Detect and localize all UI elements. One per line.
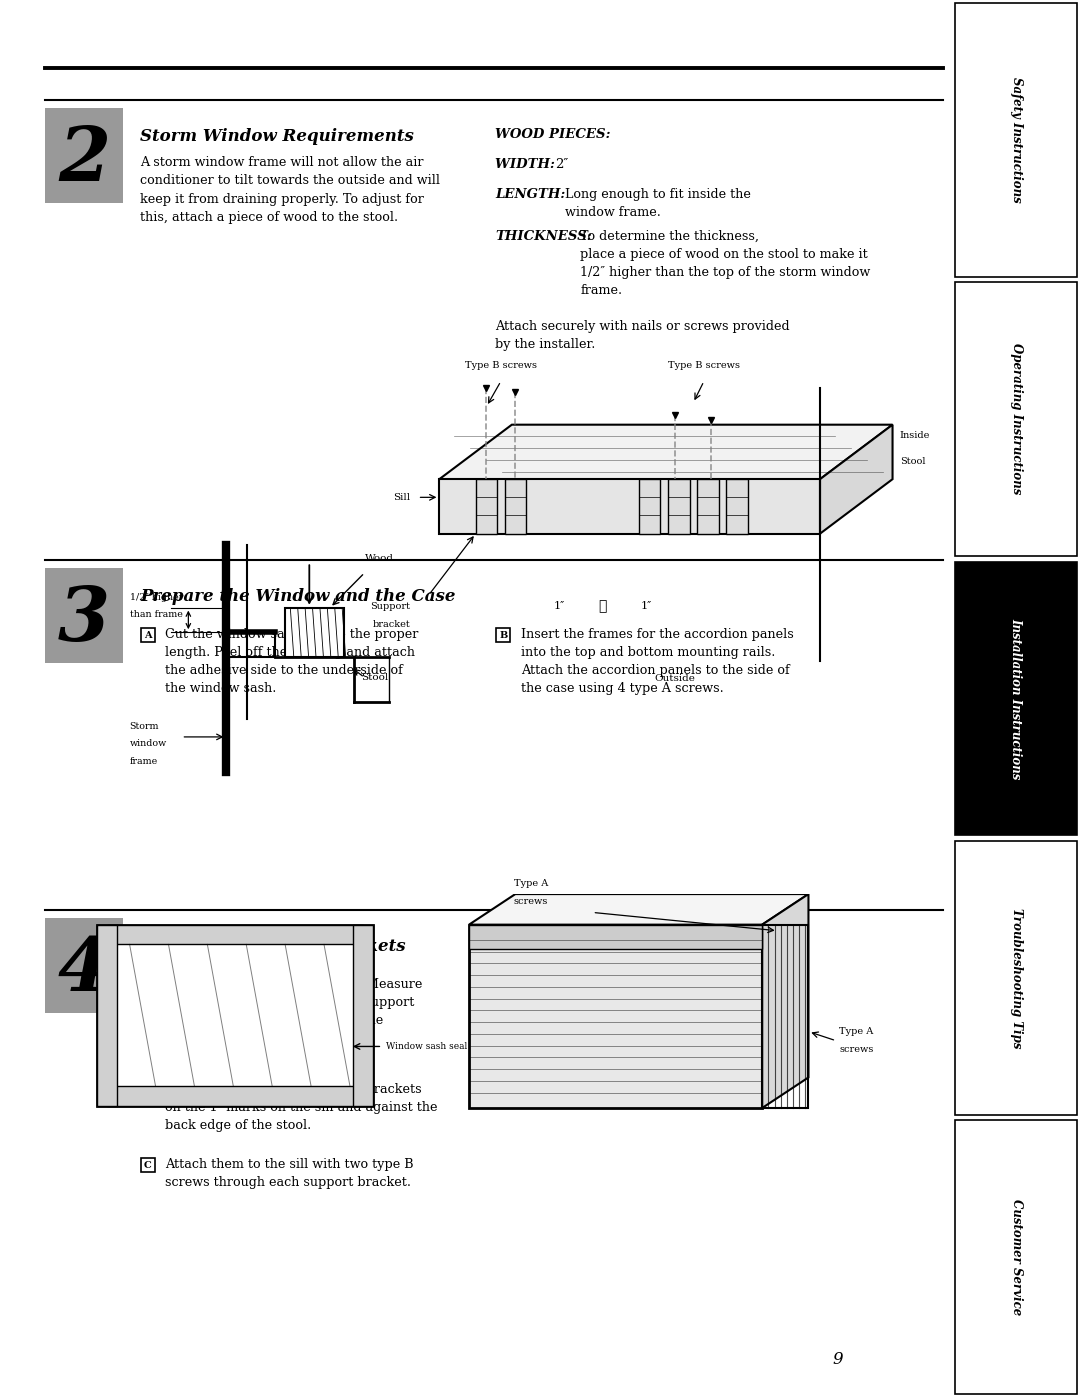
Bar (141, 1158, 156, 1172)
Bar (97, 925, 117, 1106)
Bar (469, 925, 762, 1108)
Text: Storm Window Requirements: Storm Window Requirements (140, 129, 414, 145)
Text: than frame: than frame (130, 610, 183, 619)
Text: B: B (499, 630, 508, 640)
Text: Mark the centerline of the sill. Measure
and mark the locations for the support
: Mark the centerline of the sill. Measure… (165, 978, 422, 1045)
Bar (45, 108, 123, 203)
Text: ℄: ℄ (598, 599, 607, 613)
Text: 1/2″ higher: 1/2″ higher (130, 592, 183, 602)
Text: Attach securely with nails or screws provided
by the installer.: Attach securely with nails or screws pro… (496, 320, 789, 351)
Text: Wood: Wood (365, 555, 393, 563)
Text: 1″: 1″ (553, 601, 565, 612)
Polygon shape (667, 479, 689, 534)
Bar (497, 629, 511, 643)
Text: Attach them to the sill with two type B
screws through each support bracket.: Attach them to the sill with two type B … (165, 1158, 414, 1189)
Polygon shape (504, 479, 526, 534)
Text: Stool: Stool (900, 457, 926, 465)
Text: window: window (130, 739, 166, 749)
Text: Support: Support (370, 602, 410, 610)
Text: A storm window frame will not allow the air
conditioner to tilt towards the outs: A storm window frame will not allow the … (140, 156, 440, 225)
Text: A: A (145, 981, 152, 989)
Polygon shape (440, 425, 892, 479)
Polygon shape (440, 479, 820, 534)
Polygon shape (820, 425, 892, 534)
Text: Sill: Sill (393, 493, 410, 502)
Text: Place the edges of the support brackets
on the 1″ marks on the sill and against : Place the edges of the support brackets … (165, 1083, 437, 1132)
Text: Type A: Type A (514, 879, 548, 888)
Text: screws: screws (839, 1045, 874, 1055)
Text: B: B (144, 1085, 152, 1094)
Text: Insert the frames for the accordion panels
into the top and bottom mounting rail: Insert the frames for the accordion pane… (522, 629, 794, 694)
Bar (762, 925, 809, 1108)
Bar (45, 569, 123, 664)
Text: Window sash seal: Window sash seal (386, 1042, 467, 1051)
Text: LENGTH:: LENGTH: (496, 189, 566, 201)
Text: To determine the thickness,
place a piece of wood on the stool to make it
1/2″ h: To determine the thickness, place a piec… (580, 231, 870, 298)
Bar (97, 925, 373, 1106)
Text: 4: 4 (58, 935, 110, 1007)
Bar (353, 925, 373, 1106)
Text: Type B screws: Type B screws (465, 362, 537, 370)
Text: 9: 9 (833, 1351, 843, 1369)
Polygon shape (762, 894, 809, 1108)
Text: Install the Support Brackets: Install the Support Brackets (140, 937, 406, 956)
Bar (141, 629, 156, 643)
Text: Safety Instructions: Safety Instructions (1010, 77, 1023, 203)
Text: Stool: Stool (361, 673, 389, 682)
Text: screws: screws (514, 897, 548, 907)
Text: 2: 2 (58, 124, 110, 197)
Text: Customer Service: Customer Service (1010, 1199, 1023, 1316)
Text: 2″: 2″ (555, 158, 569, 170)
Bar (141, 1083, 156, 1097)
Polygon shape (697, 479, 718, 534)
Text: Type A: Type A (839, 1027, 874, 1037)
Text: Type B screws: Type B screws (669, 362, 740, 370)
Text: Outside: Outside (654, 675, 696, 683)
Text: A: A (145, 630, 152, 640)
Text: frame: frame (130, 757, 158, 766)
Text: 1″: 1″ (640, 601, 651, 612)
Text: 3: 3 (58, 584, 110, 657)
Bar (469, 925, 762, 949)
Text: Inside: Inside (900, 432, 930, 440)
Polygon shape (469, 894, 809, 925)
Text: Long enough to fit inside the
window frame.: Long enough to fit inside the window fra… (565, 189, 752, 219)
Text: Prepare the Window and the Case: Prepare the Window and the Case (140, 588, 456, 605)
Text: Installation Instructions: Installation Instructions (1010, 617, 1023, 780)
Text: C: C (144, 1161, 152, 1169)
Text: bracket: bracket (373, 620, 410, 629)
Text: WIDTH:: WIDTH: (496, 158, 559, 170)
Polygon shape (638, 479, 661, 534)
Polygon shape (475, 479, 497, 534)
Text: THICKNESS:: THICKNESS: (496, 231, 592, 243)
Bar (141, 978, 156, 992)
Bar (285, 608, 343, 657)
Text: Cut the window sash seal to the proper
length. Peel off the backing and attach
t: Cut the window sash seal to the proper l… (165, 629, 418, 694)
Text: WOOD PIECES:: WOOD PIECES: (496, 129, 611, 141)
Text: Storm: Storm (130, 722, 159, 731)
Polygon shape (726, 479, 747, 534)
Bar (107, 1085, 363, 1106)
Bar (107, 925, 363, 944)
Bar (45, 918, 123, 1013)
Text: Operating Instructions: Operating Instructions (1010, 344, 1023, 495)
Text: Troubleshooting Tips: Troubleshooting Tips (1010, 908, 1023, 1048)
